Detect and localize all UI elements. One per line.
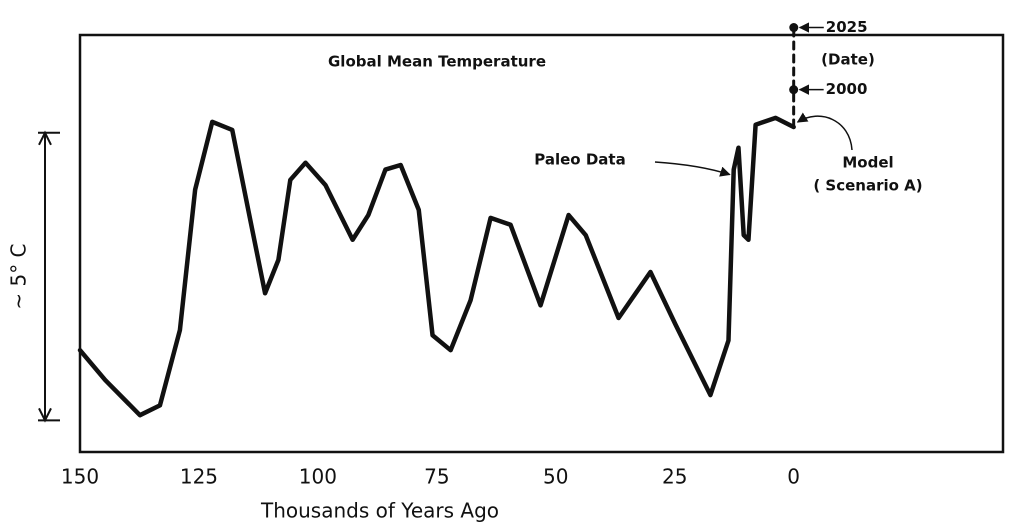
point-label: 2025 [826,18,868,36]
x-axis-label: Thousands of Years Ago [260,499,499,523]
annotation-arrow [654,161,731,177]
annotation: ( Scenario A) [813,177,922,195]
x-tick-label: 150 [61,465,99,489]
model-point [789,23,799,33]
annotation: Paleo Data [534,151,625,169]
y-scale-label: ~ 5° C [7,243,31,309]
scale-bar-arrow [38,407,52,423]
model-point [789,85,799,95]
x-tick-label: 50 [543,465,568,489]
annotation: Model [842,154,893,172]
line-series [77,115,796,418]
x-tick-label: 75 [424,465,449,489]
chart-title: Global Mean Temperature [328,53,546,71]
point-label: 2000 [826,80,868,98]
x-tick-label: 100 [299,465,337,489]
scale-bar-arrow [38,130,52,146]
x-tick-label: 0 [787,465,800,489]
annotation-arrow [796,112,853,151]
x-tick-label: 25 [662,465,687,489]
plot-frame [78,33,1005,454]
x-tick-label: 125 [180,465,218,489]
annotation: (Date) [821,51,875,69]
